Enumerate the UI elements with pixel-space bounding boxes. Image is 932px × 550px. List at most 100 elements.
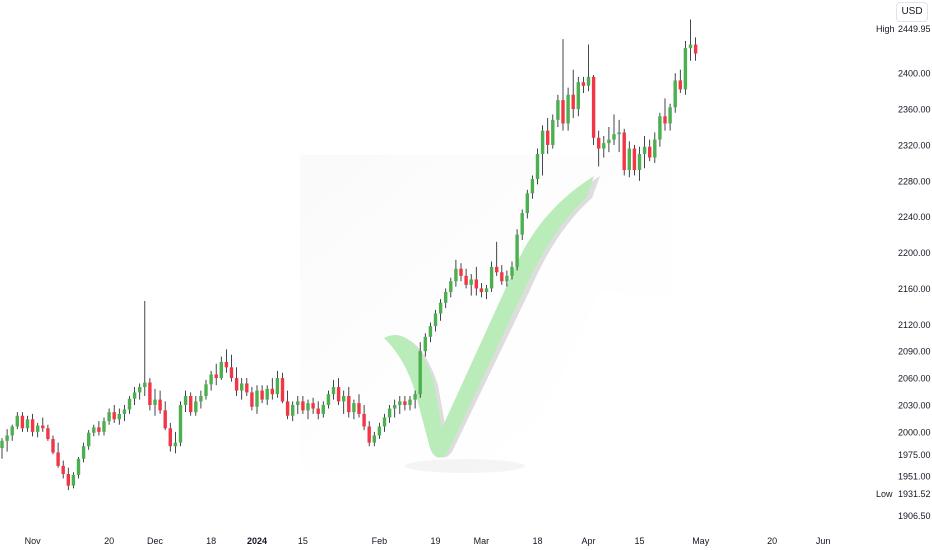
candle-body bbox=[56, 452, 60, 466]
candle-body bbox=[530, 179, 535, 194]
candle-body bbox=[540, 130, 545, 154]
candle bbox=[255, 385, 259, 414]
candle-body bbox=[296, 401, 300, 405]
candle-body bbox=[653, 139, 657, 158]
candle-body bbox=[178, 404, 183, 443]
candle bbox=[648, 139, 652, 162]
candle-body bbox=[107, 412, 111, 422]
candle-body bbox=[97, 427, 101, 432]
candle-body bbox=[571, 94, 575, 110]
candle bbox=[51, 435, 55, 455]
candle bbox=[576, 76, 580, 117]
candle bbox=[41, 417, 45, 432]
candle bbox=[607, 127, 611, 153]
candle-body bbox=[214, 374, 218, 379]
candle-body bbox=[403, 401, 407, 405]
candle bbox=[107, 408, 111, 425]
candle bbox=[413, 390, 417, 409]
candle bbox=[653, 132, 657, 163]
candle-body bbox=[423, 336, 427, 352]
candle bbox=[372, 431, 376, 447]
candle bbox=[658, 112, 662, 147]
y-axis: 2400.00 2360.00 2320.00 2280.00 2240.00 2200.… bbox=[876, 24, 931, 521]
y-tick-label: 2400.00 bbox=[898, 69, 931, 79]
candle bbox=[617, 119, 621, 153]
candle bbox=[387, 404, 392, 423]
y-tick-label: 1975.00 bbox=[898, 450, 931, 460]
candle bbox=[143, 300, 147, 396]
candle-body bbox=[581, 82, 586, 86]
candle bbox=[367, 421, 371, 447]
candle bbox=[291, 401, 295, 422]
candle bbox=[693, 37, 698, 61]
candle bbox=[495, 241, 499, 276]
candle bbox=[500, 265, 504, 285]
extreme-label-value: 2449.95 bbox=[898, 24, 931, 34]
x-tick-label: 20 bbox=[767, 536, 777, 546]
candle bbox=[301, 396, 305, 414]
candle-body bbox=[612, 134, 616, 140]
candle-body bbox=[663, 116, 667, 124]
candle-body bbox=[280, 378, 285, 402]
candle bbox=[25, 415, 30, 432]
candle-body bbox=[270, 388, 274, 395]
candle-body bbox=[41, 425, 45, 429]
candle-body bbox=[5, 435, 9, 441]
x-tick-label: Mar bbox=[474, 536, 490, 546]
candle-body bbox=[433, 313, 438, 327]
candle bbox=[194, 396, 198, 416]
candle bbox=[71, 472, 76, 489]
candle-body bbox=[158, 399, 162, 411]
candle bbox=[336, 378, 341, 405]
candle-body bbox=[551, 119, 555, 145]
candle-body bbox=[500, 272, 504, 282]
candle bbox=[561, 39, 565, 131]
candle-body bbox=[87, 432, 91, 447]
candle bbox=[505, 270, 509, 287]
candle-body bbox=[408, 399, 412, 405]
candle bbox=[92, 424, 96, 437]
x-tick-label: 15 bbox=[298, 536, 308, 546]
extreme-label-text: High bbox=[876, 24, 895, 34]
candle-body bbox=[71, 474, 76, 486]
candle-body bbox=[229, 367, 234, 379]
candle bbox=[474, 266, 478, 296]
candle bbox=[642, 136, 647, 169]
candle-body bbox=[357, 403, 361, 414]
candle bbox=[357, 394, 361, 418]
candle-body bbox=[224, 361, 229, 368]
candle bbox=[102, 417, 106, 436]
candle-body bbox=[382, 417, 387, 427]
candle bbox=[342, 390, 346, 414]
candle bbox=[66, 467, 70, 491]
candle bbox=[566, 87, 570, 131]
x-tick-label: 20 bbox=[104, 536, 114, 546]
candle-body bbox=[204, 384, 208, 396]
candle-body bbox=[505, 275, 509, 282]
candle bbox=[326, 390, 331, 409]
candle-body bbox=[117, 413, 121, 420]
candle bbox=[673, 73, 677, 113]
candle bbox=[97, 421, 101, 436]
x-axis: Nov 20 Dec 18 2024 15 Feb 19 Mar 18 Apr 15 May 20 Jun bbox=[25, 536, 831, 546]
candle bbox=[581, 76, 586, 93]
candle-body bbox=[173, 442, 178, 447]
candle bbox=[76, 456, 81, 479]
candle bbox=[112, 404, 116, 423]
x-tick-label: Dec bbox=[147, 536, 164, 546]
candle bbox=[240, 378, 244, 400]
candle-body bbox=[15, 415, 19, 427]
currency-selector[interactable]: USD bbox=[896, 2, 928, 22]
candle bbox=[479, 283, 484, 298]
candle-body bbox=[683, 48, 688, 90]
candle-body bbox=[30, 419, 35, 432]
candle-body bbox=[525, 193, 529, 214]
candle-body bbox=[331, 387, 336, 395]
candle-body bbox=[347, 396, 351, 413]
x-tick-label: 18 bbox=[206, 536, 216, 546]
candle bbox=[530, 175, 535, 199]
candle bbox=[393, 399, 397, 418]
candle bbox=[352, 399, 356, 420]
candle-body bbox=[515, 234, 519, 267]
candle bbox=[362, 404, 366, 431]
